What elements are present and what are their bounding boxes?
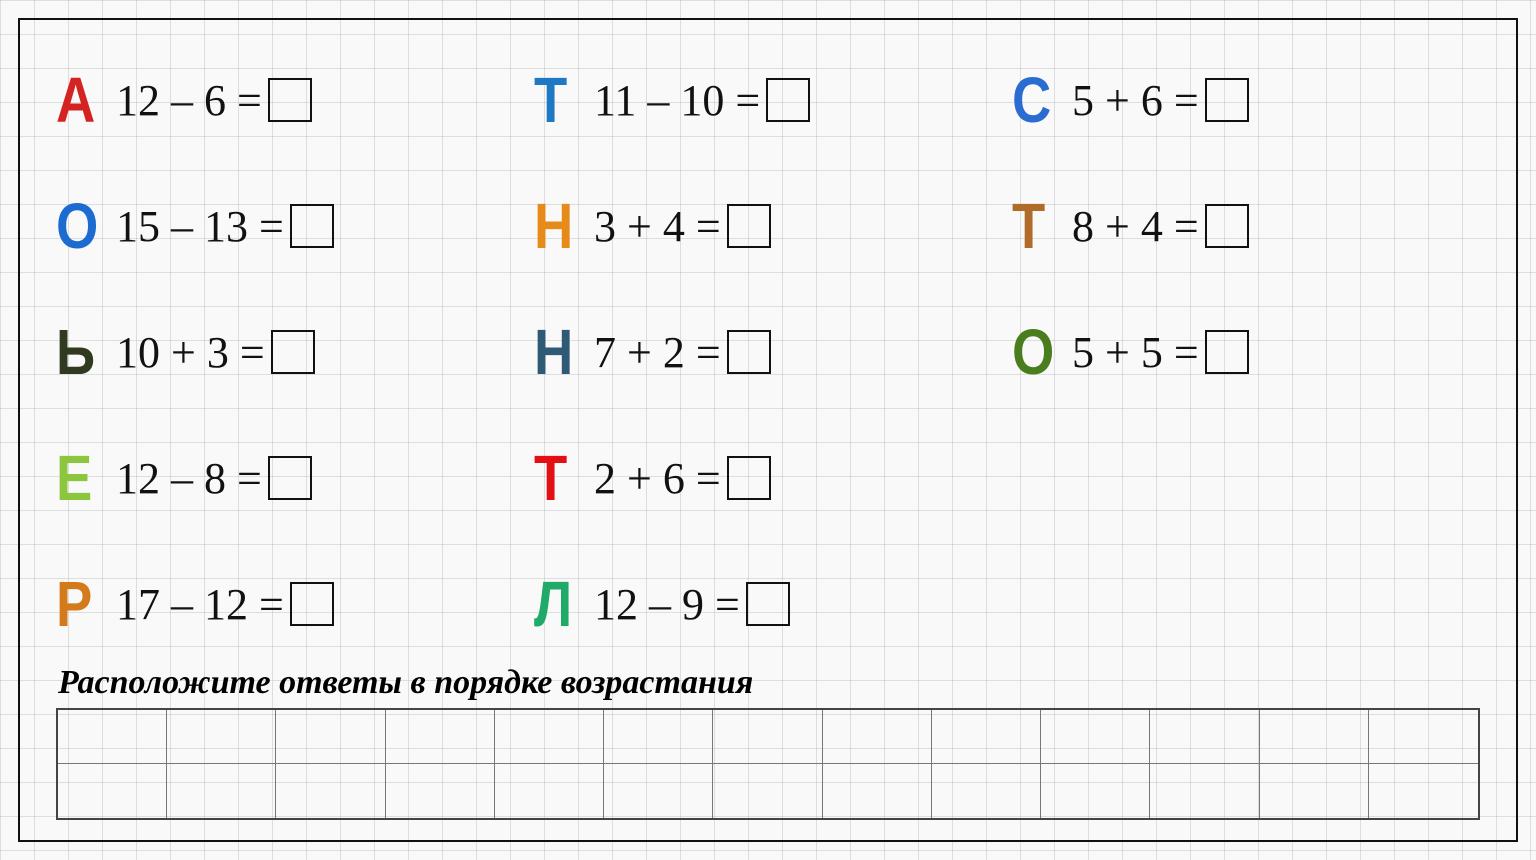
problem-0: А12 – 6 = (56, 44, 524, 156)
answer-cell[interactable] (1260, 710, 1369, 764)
problem-expression: 5 + 5 = (1072, 327, 1199, 378)
problem-expression: 12 – 8 = (116, 453, 262, 504)
answer-cell[interactable] (1260, 764, 1369, 818)
answer-cell[interactable] (386, 764, 495, 818)
problem-letter: Т (1012, 194, 1063, 258)
problem-letter: Ь (56, 320, 107, 384)
problem-expression: 12 – 6 = (116, 75, 262, 126)
answer-cell[interactable] (713, 764, 822, 818)
problem-expression: 8 + 4 = (1072, 201, 1199, 252)
answer-box[interactable] (727, 456, 771, 500)
answer-cell[interactable] (604, 764, 713, 818)
answer-box[interactable] (1205, 204, 1249, 248)
problems-grid: А12 – 6 =Т11 – 10 =С5 + 6 =О15 – 13 =Н3 … (56, 44, 1480, 660)
answer-cell[interactable] (932, 710, 1041, 764)
answer-box[interactable] (268, 78, 312, 122)
answer-cell[interactable] (1150, 764, 1259, 818)
problem-letter: Н (534, 194, 585, 258)
answer-cell[interactable] (604, 710, 713, 764)
problem-letter: Т (534, 68, 585, 132)
answer-cell[interactable] (823, 710, 932, 764)
problem-3: О15 – 13 = (56, 170, 524, 282)
answer-cell[interactable] (58, 710, 167, 764)
answer-cell[interactable] (167, 710, 276, 764)
answer-box[interactable] (290, 204, 334, 248)
answer-cell[interactable] (1150, 710, 1259, 764)
answer-cell[interactable] (58, 764, 167, 818)
instruction-text: Расположите ответы в порядке возрастания (58, 664, 1480, 702)
problem-letter: О (56, 194, 107, 258)
answer-box[interactable] (766, 78, 810, 122)
problem-letter: С (1012, 68, 1063, 132)
problem-12: Л12 – 9 = (534, 548, 1002, 660)
problem-expression: 12 – 9 = (594, 579, 740, 630)
problem-letter: О (1012, 320, 1063, 384)
problem-expression: 10 + 3 = (116, 327, 265, 378)
problem-1: Т11 – 10 = (534, 44, 1002, 156)
problem-letter: Е (56, 446, 107, 510)
problem-5: Т8 + 4 = (1012, 170, 1480, 282)
problem-expression: 3 + 4 = (594, 201, 721, 252)
answer-cell[interactable] (932, 764, 1041, 818)
problem-letter: Н (534, 320, 585, 384)
problem-2: С5 + 6 = (1012, 44, 1480, 156)
answer-cell[interactable] (495, 764, 604, 818)
answer-cell[interactable] (1041, 710, 1150, 764)
problem-8: О5 + 5 = (1012, 296, 1480, 408)
answer-cell[interactable] (386, 710, 495, 764)
answer-cell[interactable] (1369, 710, 1478, 764)
answer-box[interactable] (268, 456, 312, 500)
problem-9: Е12 – 8 = (56, 422, 524, 534)
answer-cell[interactable] (276, 764, 385, 818)
answer-cell[interactable] (495, 710, 604, 764)
problem-letter: А (56, 68, 107, 132)
answer-cell[interactable] (1369, 764, 1478, 818)
answer-cell[interactable] (1041, 764, 1150, 818)
answer-box[interactable] (727, 330, 771, 374)
problem-11: Р17 – 12 = (56, 548, 524, 660)
problem-expression: 15 – 13 = (116, 201, 284, 252)
problem-expression: 5 + 6 = (1072, 75, 1199, 126)
answer-box[interactable] (290, 582, 334, 626)
problem-10: Т2 + 6 = (534, 422, 1002, 534)
problem-expression: 11 – 10 = (594, 75, 760, 126)
problem-7: Н7 + 2 = (534, 296, 1002, 408)
answer-cell[interactable] (167, 764, 276, 818)
problem-expression: 2 + 6 = (594, 453, 721, 504)
answer-box[interactable] (1205, 330, 1249, 374)
answer-cell[interactable] (823, 764, 932, 818)
problem-expression: 7 + 2 = (594, 327, 721, 378)
answer-box[interactable] (1205, 78, 1249, 122)
problem-letter: Т (534, 446, 585, 510)
problem-letter: Р (56, 572, 107, 636)
worksheet-sheet: А12 – 6 =Т11 – 10 =С5 + 6 =О15 – 13 =Н3 … (18, 18, 1518, 842)
problem-6: Ь10 + 3 = (56, 296, 524, 408)
answer-cell[interactable] (276, 710, 385, 764)
problem-expression: 17 – 12 = (116, 579, 284, 630)
answer-box[interactable] (727, 204, 771, 248)
problem-4: Н3 + 4 = (534, 170, 1002, 282)
answer-box[interactable] (271, 330, 315, 374)
answer-grid[interactable] (56, 708, 1480, 820)
answer-box[interactable] (746, 582, 790, 626)
problem-letter: Л (534, 572, 585, 636)
answer-cell[interactable] (713, 710, 822, 764)
